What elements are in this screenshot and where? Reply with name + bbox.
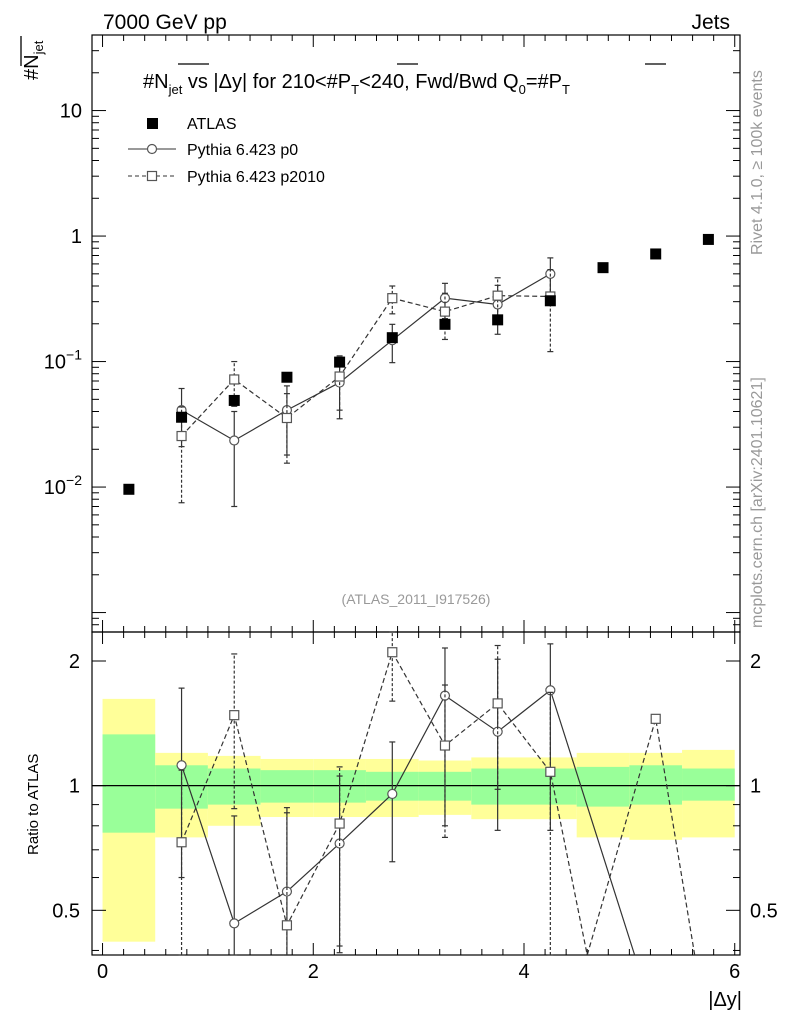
ratio-y-tick-label-right: 2 xyxy=(750,651,761,673)
ratio-marker-p0 xyxy=(229,918,240,929)
y-tick-label-exponent: −1 xyxy=(66,347,82,363)
mcplots-label: mcplots.cern.ch [arXiv:2401.10621] xyxy=(749,377,766,628)
marker-p2010 xyxy=(334,371,345,382)
marker-atlas xyxy=(439,318,451,330)
marker-atlas xyxy=(334,356,346,368)
ratio-y-tick-label-right: 0.5 xyxy=(750,900,778,922)
ratio-y-tick-label-right: 1 xyxy=(750,776,761,798)
title-part-a: #N xyxy=(143,71,169,93)
x-tick-label: 2 xyxy=(308,961,319,983)
marker-p0 xyxy=(229,435,240,446)
svg-text:#Njet: #Njet xyxy=(21,40,46,80)
legend-atlas-marker xyxy=(147,118,158,129)
ratio-y-tick-label: 2 xyxy=(69,651,80,673)
marker-atlas xyxy=(228,394,240,406)
uncertainty-band-green xyxy=(260,770,314,803)
rivet-version-label: Rivet 4.1.0, ≥ 100k events xyxy=(749,70,766,255)
y-tick-label-base: 1 xyxy=(71,226,82,248)
uncertainty-band-green xyxy=(682,768,735,801)
title-part-d: =#P xyxy=(526,71,562,93)
ratio-panel: 0 2 4 6 0.5 0.5 1 1 2 2 xyxy=(52,631,778,983)
marker-p2010 xyxy=(229,374,240,385)
ratio-marker-p2010 xyxy=(650,713,661,724)
process-label: Jets xyxy=(691,11,730,34)
title-part-b: vs |Δy| for 210<#P xyxy=(182,71,351,93)
ratio-marker-p0 xyxy=(176,760,187,771)
main-y-axis-label: #Njet xyxy=(20,36,46,80)
y-tick-label-base: 10 xyxy=(44,477,66,499)
ratio-y-tick-label: 0.5 xyxy=(52,900,80,922)
marker-atlas xyxy=(176,411,188,423)
title-part-c: <240, Fwd/Bwd Q xyxy=(359,71,519,93)
marker-atlas xyxy=(123,483,135,495)
uncertainty-band-green xyxy=(629,765,683,805)
y-tick-label-base: 10 xyxy=(60,101,82,123)
uncertainty-band-green xyxy=(102,734,156,833)
marker-p2010 xyxy=(281,412,293,424)
main-y-axis-label-text: #N xyxy=(21,54,43,80)
ratio-marker-p2010 xyxy=(229,710,240,721)
ratio-marker-p2010 xyxy=(387,647,398,658)
marker-p2010 xyxy=(176,430,187,442)
ratio-marker-p2010 xyxy=(334,818,345,829)
ratio-marker-p0 xyxy=(387,788,398,800)
analysis-id-label: (ATLAS_2011_I917526) xyxy=(342,591,491,607)
title-part-a-sub: jet xyxy=(168,82,183,97)
plot-title: #Njet vs |Δy| for 210<#PT<240, Fwd/Bwd Q… xyxy=(143,63,666,97)
title-part-d-sub: T xyxy=(562,82,570,97)
marker-atlas xyxy=(386,332,398,344)
x-axis-label: |Δy| xyxy=(708,989,742,1011)
marker-atlas xyxy=(544,295,556,307)
ratio-marker-p2010 xyxy=(439,740,451,751)
ratio-marker-p2010 xyxy=(176,837,187,848)
marker-p2010 xyxy=(492,290,503,301)
marker-p2010 xyxy=(439,306,451,317)
y-tick-label: 10−1 xyxy=(44,347,82,374)
marker-atlas xyxy=(597,262,609,274)
legend-p0-marker xyxy=(146,143,158,155)
ratio-frame xyxy=(91,631,741,956)
legend-p0-label: Pythia 6.423 p0 xyxy=(187,142,298,159)
title-part-b-sub: T xyxy=(351,82,359,97)
uncertainty-band-green xyxy=(576,766,630,807)
marker-atlas xyxy=(650,248,662,260)
y-tick-label: 10 xyxy=(60,101,82,123)
ratio-marker-p2010 xyxy=(281,920,293,931)
y-tick-label: 1 xyxy=(71,226,82,248)
legend-p2010-marker xyxy=(146,170,158,182)
marker-atlas xyxy=(702,233,714,245)
y-tick-label: 10−2 xyxy=(44,472,82,499)
series-line-p0 xyxy=(181,273,551,442)
title-part-c-sub: 0 xyxy=(519,82,526,97)
legend-atlas-label: ATLAS xyxy=(187,116,237,133)
x-tick-label: 0 xyxy=(97,961,108,983)
svg-text:#Njet vs |Δy| for 210<#PT<240: #Njet vs |Δy| for 210<#PT<240, Fwd/Bwd Q… xyxy=(143,71,570,97)
legend-p2010-label: Pythia 6.423 p2010 xyxy=(187,169,325,186)
series-line-p2010 xyxy=(181,295,551,437)
x-tick-label: 4 xyxy=(518,961,529,983)
main-y-axis-label-sub: jet xyxy=(31,40,46,55)
ratio-y-tick-label: 1 xyxy=(69,776,80,798)
marker-atlas xyxy=(492,314,504,326)
y-tick-label-base: 10 xyxy=(44,352,66,374)
x-tick-label: 6 xyxy=(729,961,740,983)
ratio-marker-p2010 xyxy=(545,766,556,777)
ratio-y-axis-label: Ratio to ATLAS xyxy=(25,754,42,855)
ratio-marker-p2010 xyxy=(492,698,503,709)
y-tick-label-exponent: −2 xyxy=(66,472,82,488)
legend: ATLAS Pythia 6.423 p0 Pythia 6.423 p2010 xyxy=(128,116,325,186)
energy-label: 7000 GeV pp xyxy=(103,11,227,34)
marker-atlas xyxy=(281,371,293,383)
marker-p2010 xyxy=(387,293,398,304)
